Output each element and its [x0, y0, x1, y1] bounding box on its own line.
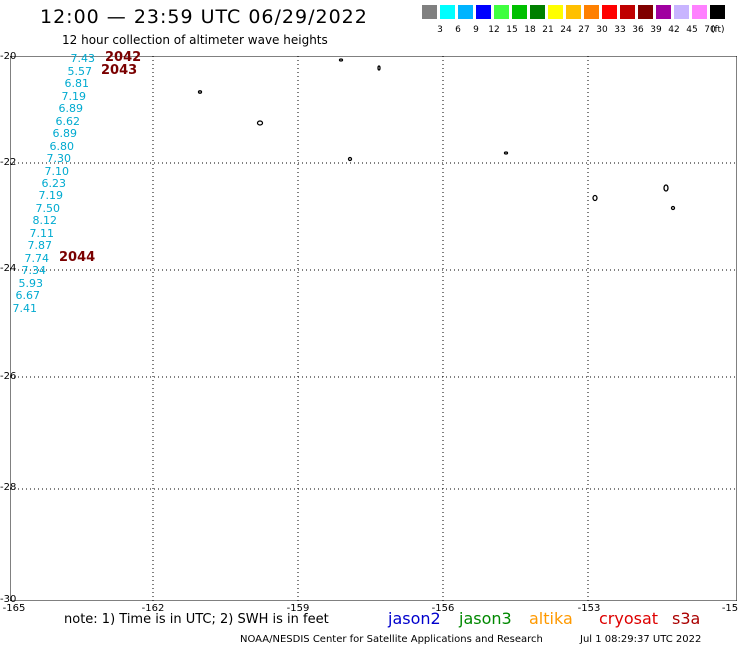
- lon-label: -153: [577, 603, 601, 614]
- map-subtitle: 12 hour collection of altimeter wave hei…: [62, 33, 328, 47]
- scale-label: 3: [437, 25, 443, 35]
- units-note: note: 1) Time is in UTC; 2) SWH is in fe…: [64, 612, 329, 627]
- scale-swatch: [566, 5, 581, 19]
- lon-label: -159: [286, 603, 310, 614]
- lon-label: -165: [2, 603, 26, 614]
- scale-label: 70: [704, 25, 716, 35]
- swh-value: 6.23: [41, 177, 67, 190]
- island: [347, 156, 353, 162]
- swh-value: 7.41: [12, 302, 38, 315]
- swh-value: 7.87: [27, 239, 53, 252]
- lon-label: -156: [431, 603, 455, 614]
- swh-value: 7.10: [44, 165, 70, 178]
- scale-unit: (ft): [711, 25, 725, 35]
- scale-label: 39: [650, 25, 662, 35]
- satellite-altika: altika: [529, 609, 573, 628]
- scale-swatch: [620, 5, 635, 19]
- island: [503, 151, 509, 155]
- scale-swatch: [602, 5, 617, 19]
- satellite-s3a: s3a: [672, 609, 701, 628]
- scale-label: 12: [488, 25, 500, 35]
- island: [338, 58, 344, 62]
- scale-label: 33: [614, 25, 626, 35]
- satellite-jason3: jason3: [459, 609, 512, 628]
- scale-label: 24: [560, 25, 572, 35]
- scale-swatch: [584, 5, 599, 19]
- lat-label: -20: [0, 51, 17, 62]
- island: [670, 205, 676, 211]
- scale-label: 45: [686, 25, 698, 35]
- swh-value: 7.34: [21, 264, 47, 277]
- scale-swatch: [440, 5, 455, 19]
- scale-swatch: [458, 5, 473, 19]
- swh-value: 6.80: [49, 140, 75, 153]
- swh-value: 8.12: [32, 214, 58, 227]
- island: [377, 65, 381, 71]
- swh-value: 7.11: [29, 227, 55, 240]
- scale-swatch: [476, 5, 491, 19]
- island-outlines: [197, 58, 676, 211]
- swh-value: 6.89: [58, 102, 84, 115]
- scale-swatch: [494, 5, 509, 19]
- orbit-label: 2044: [59, 250, 96, 265]
- scale-swatch: [422, 5, 437, 19]
- satellite-cryosat: cryosat: [599, 609, 659, 628]
- orbit-label: 2043: [101, 63, 138, 78]
- scale-swatch: [674, 5, 689, 19]
- swh-value: 7.43: [70, 52, 96, 65]
- scale-label: 15: [506, 25, 518, 35]
- swh-value: 7.50: [35, 202, 61, 215]
- map-plot-area: [10, 56, 737, 601]
- scale-swatch: [530, 5, 545, 19]
- scale-label: 27: [578, 25, 590, 35]
- swh-value: 7.30: [46, 152, 72, 165]
- lat-label: -26: [0, 371, 17, 382]
- island: [663, 184, 669, 192]
- scale-label: 9: [473, 25, 479, 35]
- lat-label: -24: [0, 263, 17, 274]
- lat-label: -22: [0, 157, 17, 168]
- scale-swatch: [656, 5, 671, 19]
- swh-value: 7.19: [38, 189, 64, 202]
- scale-swatch: [548, 5, 563, 19]
- swh-value: 5.57: [67, 65, 93, 78]
- credit-line: NOAA/NESDIS Center for Satellite Applica…: [240, 634, 543, 645]
- generated-timestamp: Jul 1 08:29:37 UTC 2022: [580, 634, 702, 645]
- swh-value: 6.81: [64, 77, 90, 90]
- scale-swatch: [512, 5, 527, 19]
- island: [256, 120, 264, 126]
- lon-label: -15: [721, 603, 739, 614]
- scale-label: 21: [542, 25, 554, 35]
- swh-value: 6.62: [55, 115, 81, 128]
- scale-swatch: [638, 5, 653, 19]
- scale-swatch: [710, 5, 725, 19]
- lat-label: -30: [0, 594, 17, 605]
- island: [592, 194, 598, 202]
- lon-label: -162: [141, 603, 165, 614]
- swh-value: 5.93: [18, 277, 44, 290]
- swh-value: 7.74: [24, 252, 50, 265]
- scale-label: 42: [668, 25, 680, 35]
- swh-value: 6.89: [52, 127, 78, 140]
- swh-value: 7.19: [61, 90, 87, 103]
- map-grid: [10, 56, 737, 601]
- scale-label: 36: [632, 25, 644, 35]
- lat-label: -28: [0, 482, 17, 493]
- scale-swatch: [692, 5, 707, 19]
- map-title: 12:00 — 23:59 UTC 06/29/2022: [40, 6, 368, 28]
- orbit-label: 2042: [105, 50, 142, 65]
- scale-label: 30: [596, 25, 608, 35]
- scale-label: 6: [455, 25, 461, 35]
- island: [197, 90, 203, 94]
- scale-label: 18: [524, 25, 536, 35]
- satellite-jason2: jason2: [388, 609, 441, 628]
- swh-value: 6.67: [15, 289, 41, 302]
